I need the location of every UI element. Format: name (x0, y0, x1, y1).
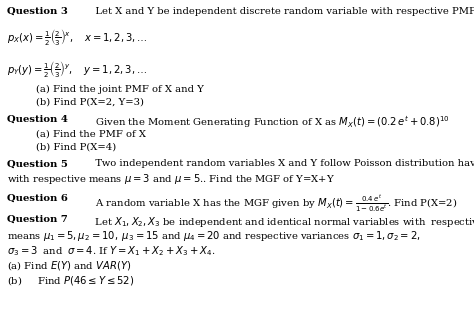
Text: (a) Find the PMF of X: (a) Find the PMF of X (36, 130, 146, 139)
Text: (a) Find the joint PMF of X and Y: (a) Find the joint PMF of X and Y (36, 84, 203, 93)
Text: Let $X_1, X_2, X_3$ be independent and identical normal variables with  respecti: Let $X_1, X_2, X_3$ be independent and i… (85, 215, 474, 229)
Text: $p_Y(y) = \frac{1}{2}\left(\frac{2}{3}\right)^y, \quad y = 1, 2, 3, \ldots$: $p_Y(y) = \frac{1}{2}\left(\frac{2}{3}\r… (7, 59, 147, 79)
Text: Question 4: Question 4 (7, 115, 68, 124)
Text: $p_X(x) = \frac{1}{2}\left(\frac{2}{3}\right)^x, \quad x = 1, 2, 3, \ldots$: $p_X(x) = \frac{1}{2}\left(\frac{2}{3}\r… (7, 27, 148, 47)
Text: Question 5: Question 5 (7, 159, 68, 169)
Text: Two independent random variables X and Y follow Poisson distribution have: Two independent random variables X and Y… (86, 159, 474, 169)
Text: $\sigma_3 = 3\;$ and $\;\sigma = 4$. If $Y = X_1 + X_2 + X_3 + X_4$.: $\sigma_3 = 3\;$ and $\;\sigma = 4$. If … (7, 244, 216, 258)
Text: with respective means $\mu = 3$ and $\mu = 5$.. Find the MGF of Y=X+Y: with respective means $\mu = 3$ and $\mu… (7, 172, 335, 186)
Text: A random variable X has the MGF given by $M_X(t) = \frac{0.4\,e^t}{1-0.6e^t}$. F: A random variable X has the MGF given by… (86, 194, 457, 214)
Text: Question 6: Question 6 (7, 194, 68, 203)
Text: Question 7: Question 7 (7, 215, 68, 224)
Text: means $\mu_1 = 5, \mu_2 = 10,\;\mu_3 = 15$ and $\mu_4 = 20$ and respective varia: means $\mu_1 = 5, \mu_2 = 10,\;\mu_3 = 1… (7, 229, 421, 243)
Text: Question 3: Question 3 (7, 7, 68, 16)
Text: (b)     Find $P(46 \leq Y \leq 52)$: (b) Find $P(46 \leq Y \leq 52)$ (7, 274, 135, 287)
Text: Let X and Y be independent discrete random variable with respective PMFs: Let X and Y be independent discrete rand… (86, 7, 474, 16)
Text: Given the Moment Generating Function of X as $M_X(t) = (0.2\, e^t + 0.8)^{10}$: Given the Moment Generating Function of … (86, 115, 449, 130)
Text: (b) Find P(X=2, Y=3): (b) Find P(X=2, Y=3) (36, 97, 144, 106)
Text: (a) Find $E(Y)$ and $VAR(Y)$: (a) Find $E(Y)$ and $VAR(Y)$ (7, 259, 131, 272)
Text: (b) Find P(X=4): (b) Find P(X=4) (36, 142, 116, 151)
